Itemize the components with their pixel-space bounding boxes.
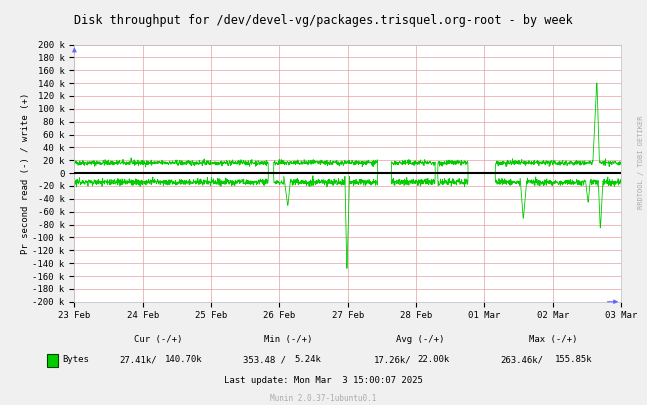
Text: 155.85k: 155.85k — [555, 356, 593, 364]
Text: RRDTOOL / TOBI OETIKER: RRDTOOL / TOBI OETIKER — [638, 115, 644, 209]
Text: 22.00k: 22.00k — [417, 356, 450, 364]
Text: 353.48 /: 353.48 / — [243, 356, 285, 364]
Text: Last update: Mon Mar  3 15:00:07 2025: Last update: Mon Mar 3 15:00:07 2025 — [224, 376, 423, 385]
Text: Avg (-/+): Avg (-/+) — [397, 335, 444, 344]
Text: Cur (-/+): Cur (-/+) — [135, 335, 182, 344]
Y-axis label: Pr second read (-) / write (+): Pr second read (-) / write (+) — [21, 92, 30, 254]
Text: 140.70k: 140.70k — [165, 356, 203, 364]
Text: Max (-/+): Max (-/+) — [529, 335, 577, 344]
Text: Munin 2.0.37-1ubuntu0.1: Munin 2.0.37-1ubuntu0.1 — [270, 394, 377, 403]
Text: Min (-/+): Min (-/+) — [264, 335, 312, 344]
Text: Bytes: Bytes — [62, 356, 89, 364]
Text: Disk throughput for /dev/devel-vg/packages.trisquel.org-root - by week: Disk throughput for /dev/devel-vg/packag… — [74, 14, 573, 27]
Text: 17.26k/: 17.26k/ — [374, 356, 411, 364]
Text: 27.41k/: 27.41k/ — [120, 356, 157, 364]
Text: 5.24k: 5.24k — [294, 356, 322, 364]
Text: 263.46k/: 263.46k/ — [500, 356, 543, 364]
